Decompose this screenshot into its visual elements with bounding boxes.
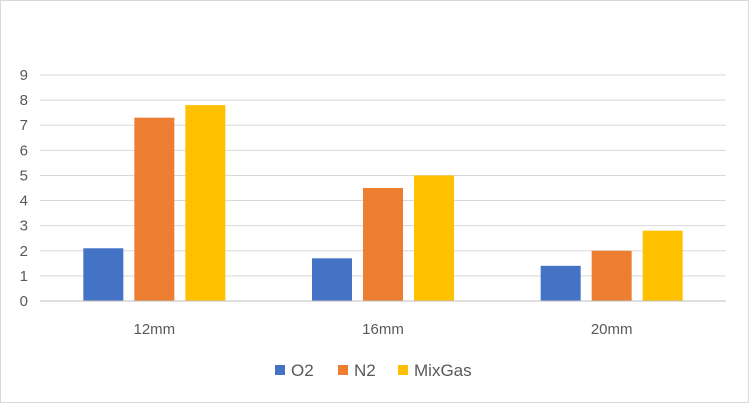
bar-o2-12mm bbox=[83, 248, 124, 301]
y-tick-label: 5 bbox=[20, 167, 28, 184]
bar-mixgas-20mm bbox=[642, 230, 683, 301]
bar-o2-16mm bbox=[312, 258, 352, 301]
legend-swatch-mixgas bbox=[398, 365, 408, 375]
y-tick-label: 2 bbox=[20, 243, 28, 260]
bars bbox=[83, 105, 683, 301]
x-tick-label: 12mm bbox=[133, 321, 175, 338]
legend-label-mixgas: MixGas bbox=[414, 361, 472, 380]
y-tick-label: 4 bbox=[20, 193, 28, 210]
legend-swatch-n2 bbox=[338, 365, 348, 375]
bar-mixgas-16mm bbox=[414, 175, 454, 301]
legend-label-n2: N2 bbox=[354, 361, 376, 380]
y-tick-label: 7 bbox=[20, 117, 28, 134]
bar-mixgas-12mm bbox=[185, 105, 226, 301]
x-axis-ticks: 12mm 16mm 20mm bbox=[133, 321, 632, 338]
y-tick-label: 6 bbox=[20, 142, 28, 159]
legend-swatch-o2 bbox=[275, 365, 285, 375]
bar-o2-20mm bbox=[540, 265, 581, 301]
y-tick-label: 3 bbox=[20, 218, 28, 235]
legend-label-o2: O2 bbox=[291, 361, 314, 380]
legend: O2 N2 MixGas bbox=[275, 361, 472, 380]
y-tick-label: 1 bbox=[20, 268, 28, 285]
x-tick-label: 20mm bbox=[591, 321, 633, 338]
x-tick-label: 16mm bbox=[362, 321, 404, 338]
bar-n2-16mm bbox=[363, 188, 403, 301]
bar-n2-20mm bbox=[591, 250, 632, 301]
y-tick-label: 9 bbox=[20, 67, 28, 84]
y-axis-ticks: 0 1 2 3 4 5 6 7 8 9 bbox=[20, 67, 28, 310]
y-tick-label: 8 bbox=[20, 92, 28, 109]
bar-n2-12mm bbox=[134, 117, 175, 301]
y-tick-label: 0 bbox=[20, 293, 28, 310]
